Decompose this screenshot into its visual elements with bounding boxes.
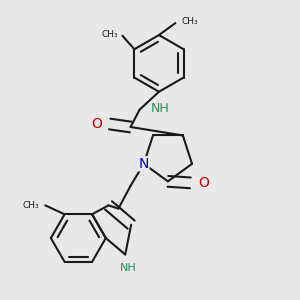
Text: O: O (91, 117, 102, 131)
Text: N: N (139, 157, 149, 171)
Text: O: O (198, 176, 209, 190)
Text: CH₃: CH₃ (22, 201, 39, 210)
Text: NH: NH (120, 263, 136, 274)
Text: NH: NH (151, 102, 170, 115)
Text: CH₃: CH₃ (182, 17, 198, 26)
Text: CH₃: CH₃ (101, 30, 118, 39)
